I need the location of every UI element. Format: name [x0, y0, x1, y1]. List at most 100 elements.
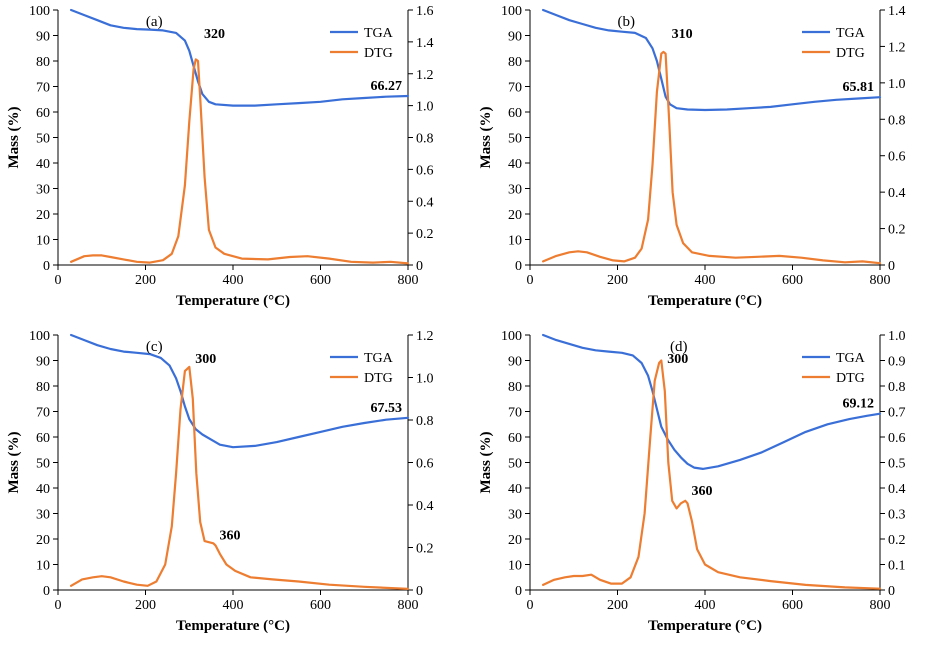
- svg-text:0: 0: [888, 259, 895, 274]
- svg-text:0.4: 0.4: [888, 186, 906, 201]
- svg-text:20: 20: [36, 208, 50, 223]
- svg-text:40: 40: [36, 482, 50, 497]
- svg-text:60: 60: [508, 431, 522, 446]
- svg-text:69.12: 69.12: [843, 397, 875, 412]
- dtg-line: [543, 52, 880, 263]
- svg-text:70: 70: [508, 81, 522, 96]
- svg-text:Temperature (°C): Temperature (°C): [176, 293, 290, 309]
- svg-text:0: 0: [527, 273, 534, 288]
- svg-text:0.6: 0.6: [888, 150, 906, 165]
- svg-text:100: 100: [501, 4, 522, 19]
- svg-text:320: 320: [204, 27, 225, 42]
- svg-text:90: 90: [508, 30, 522, 45]
- legend: TGADTG: [330, 351, 394, 386]
- svg-text:(a): (a): [146, 14, 163, 30]
- svg-text:0: 0: [55, 273, 62, 288]
- svg-text:Mass (%): Mass (%): [478, 106, 494, 168]
- svg-text:1.2: 1.2: [888, 40, 906, 55]
- svg-text:0.4: 0.4: [416, 499, 434, 514]
- svg-text:1.4: 1.4: [888, 4, 906, 19]
- svg-text:300: 300: [667, 352, 688, 367]
- svg-text:600: 600: [782, 273, 803, 288]
- svg-text:1.0: 1.0: [416, 100, 434, 115]
- svg-text:40: 40: [508, 482, 522, 497]
- svg-text:67.53: 67.53: [371, 401, 403, 416]
- svg-text:200: 200: [607, 273, 628, 288]
- chart-panel-b: 0200400600800010203040506070809010000.20…: [472, 0, 944, 325]
- tga-line: [543, 10, 880, 110]
- svg-text:0: 0: [416, 584, 423, 599]
- dtg-line: [543, 361, 880, 589]
- svg-text:80: 80: [508, 55, 522, 70]
- svg-text:60: 60: [36, 106, 50, 121]
- svg-text:0.5: 0.5: [888, 457, 906, 472]
- svg-text:1.0: 1.0: [416, 372, 434, 387]
- svg-text:600: 600: [782, 598, 803, 613]
- svg-text:0.2: 0.2: [416, 542, 434, 557]
- svg-text:90: 90: [36, 30, 50, 45]
- svg-text:360: 360: [220, 528, 241, 543]
- svg-text:Mass (%): Mass (%): [478, 431, 494, 493]
- svg-text:70: 70: [36, 81, 50, 96]
- svg-text:100: 100: [501, 329, 522, 344]
- svg-text:20: 20: [508, 533, 522, 548]
- svg-text:0.6: 0.6: [416, 163, 434, 178]
- svg-text:66.27: 66.27: [371, 79, 403, 94]
- svg-text:20: 20: [36, 533, 50, 548]
- svg-text:0: 0: [43, 584, 50, 599]
- svg-text:0.4: 0.4: [888, 482, 906, 497]
- tga-line: [71, 10, 408, 106]
- svg-text:10: 10: [508, 559, 522, 574]
- svg-text:0.8: 0.8: [888, 380, 906, 395]
- legend-tga-label: TGA: [836, 26, 866, 41]
- legend: TGA DTG: [802, 26, 866, 61]
- svg-text:0.8: 0.8: [416, 132, 434, 147]
- svg-text:Temperature (°C): Temperature (°C): [648, 618, 762, 634]
- figure-grid: 0200400600800010203040506070809010000.20…: [0, 0, 945, 651]
- svg-text:1.2: 1.2: [416, 68, 434, 83]
- legend-tga-label: TGA: [364, 351, 394, 366]
- svg-text:80: 80: [36, 380, 50, 395]
- svg-text:0: 0: [43, 259, 50, 274]
- svg-text:400: 400: [695, 598, 716, 613]
- svg-text:60: 60: [508, 106, 522, 121]
- svg-text:0: 0: [515, 584, 522, 599]
- legend-tga-label: TGA: [364, 26, 394, 41]
- svg-text:50: 50: [508, 457, 522, 472]
- svg-text:0.1: 0.1: [888, 559, 906, 574]
- svg-text:0.2: 0.2: [888, 223, 906, 238]
- svg-text:800: 800: [398, 598, 419, 613]
- tga-line: [71, 335, 408, 447]
- svg-text:400: 400: [223, 598, 244, 613]
- legend-dtg-label: DTG: [836, 46, 865, 61]
- svg-text:0: 0: [527, 598, 534, 613]
- svg-text:30: 30: [36, 183, 50, 198]
- svg-text:100: 100: [29, 329, 50, 344]
- dtg-line: [71, 59, 408, 263]
- svg-text:0.8: 0.8: [416, 414, 434, 429]
- svg-text:90: 90: [36, 355, 50, 370]
- svg-text:0.3: 0.3: [888, 508, 906, 523]
- svg-text:200: 200: [607, 598, 628, 613]
- svg-text:30: 30: [508, 508, 522, 523]
- svg-text:800: 800: [398, 273, 419, 288]
- svg-text:80: 80: [36, 55, 50, 70]
- svg-text:30: 30: [36, 508, 50, 523]
- svg-text:800: 800: [870, 273, 891, 288]
- svg-text:(c): (c): [146, 339, 163, 355]
- chart-panel-c: 0200400600800010203040506070809010000.20…: [0, 325, 472, 650]
- svg-text:0.7: 0.7: [888, 406, 906, 421]
- svg-text:70: 70: [508, 406, 522, 421]
- svg-text:800: 800: [870, 598, 891, 613]
- svg-text:0.2: 0.2: [888, 533, 906, 548]
- svg-text:1.6: 1.6: [416, 4, 434, 19]
- chart-panel-a: 0200400600800010203040506070809010000.20…: [0, 0, 472, 325]
- legend: TGADTG: [802, 351, 866, 386]
- svg-text:0.6: 0.6: [888, 431, 906, 446]
- svg-text:1.4: 1.4: [416, 36, 434, 51]
- svg-text:310: 310: [672, 27, 693, 42]
- dtg-line: [71, 367, 408, 589]
- chart-panel-d: 0200400600800010203040506070809010000.10…: [472, 325, 944, 650]
- svg-text:600: 600: [310, 273, 331, 288]
- svg-text:50: 50: [508, 132, 522, 147]
